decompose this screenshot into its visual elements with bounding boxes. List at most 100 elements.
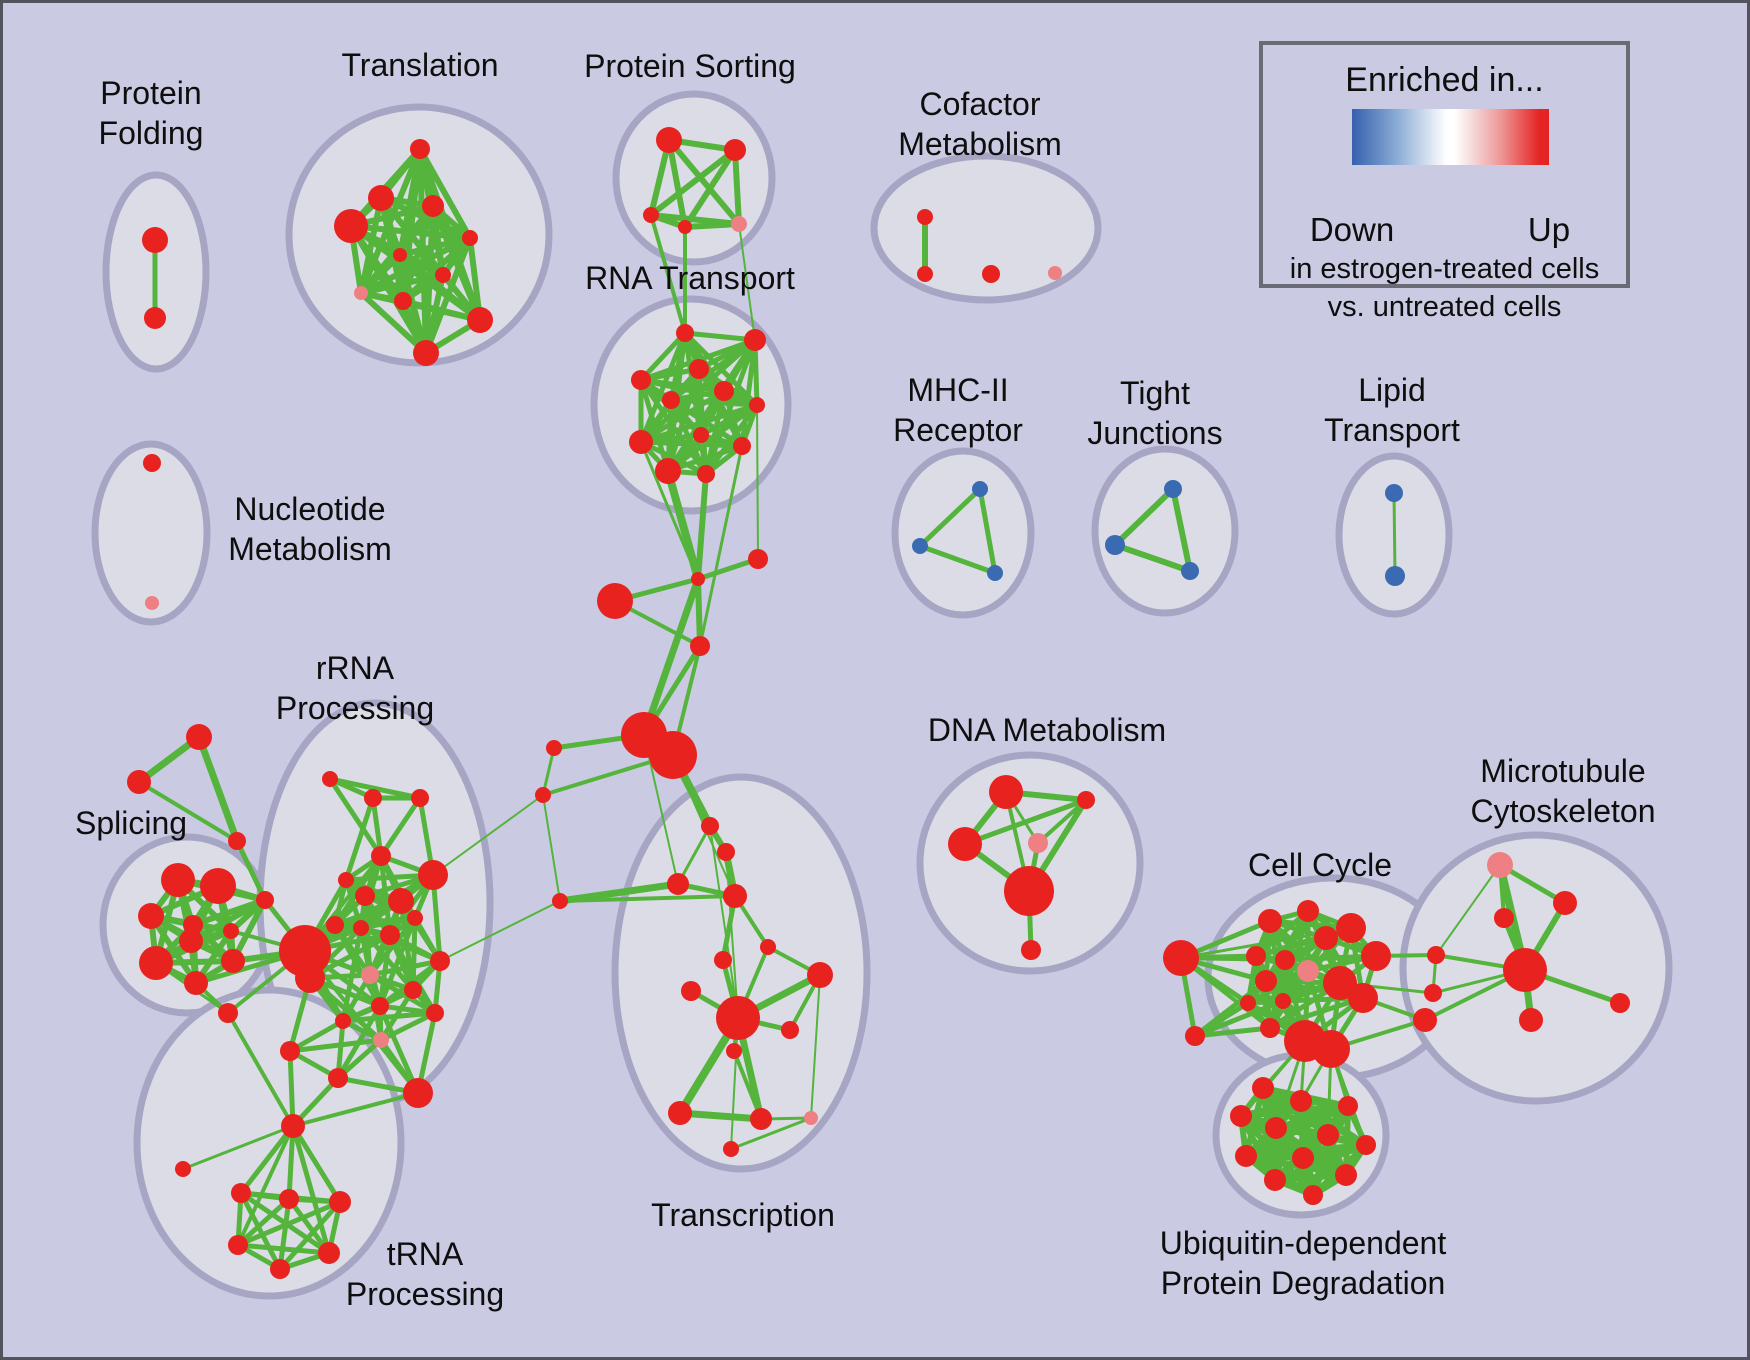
node-CF1[interactable] [917, 209, 933, 225]
node-RT5[interactable] [714, 381, 734, 401]
node-C1[interactable] [691, 572, 705, 586]
node-U4[interactable] [1230, 1105, 1252, 1127]
node-D5[interactable] [1004, 866, 1054, 916]
node-R22[interactable] [218, 1003, 238, 1023]
node-TR4[interactable] [228, 1235, 248, 1255]
node-TX7[interactable] [807, 962, 833, 988]
node-R21[interactable] [281, 1114, 305, 1138]
node-CC12[interactable] [1275, 993, 1291, 1009]
node-T10[interactable] [467, 307, 493, 333]
node-R15[interactable] [426, 1004, 444, 1022]
node-D3[interactable] [948, 827, 982, 861]
node-SJ[interactable] [228, 832, 246, 850]
node-S2[interactable] [200, 868, 236, 904]
node-CC9[interactable] [1255, 970, 1277, 992]
node-PF2[interactable] [144, 307, 166, 329]
node-T6[interactable] [393, 248, 407, 262]
node-R13[interactable] [404, 981, 422, 999]
node-M6[interactable] [1413, 1008, 1437, 1032]
node-CF2[interactable] [917, 266, 933, 282]
node-N2[interactable] [145, 596, 159, 610]
node-CC7[interactable] [1246, 946, 1266, 966]
node-Rpink2[interactable] [373, 1032, 389, 1048]
node-RT3[interactable] [689, 359, 709, 379]
node-TR3[interactable] [329, 1191, 351, 1213]
node-TRleft[interactable] [175, 1161, 191, 1177]
node-TX6[interactable] [760, 939, 776, 955]
node-S9[interactable] [256, 891, 274, 909]
node-RT7[interactable] [662, 391, 680, 409]
node-CC14[interactable] [1348, 983, 1378, 1013]
node-U5[interactable] [1265, 1117, 1287, 1139]
node-T4[interactable] [422, 195, 444, 217]
node-R11[interactable] [380, 925, 400, 945]
node-CF3[interactable] [982, 265, 1000, 283]
node-TR1[interactable] [231, 1183, 251, 1203]
node-TX12[interactable] [668, 1101, 692, 1125]
node-U9[interactable] [1292, 1147, 1314, 1169]
node-C3[interactable] [597, 583, 633, 619]
node-T8[interactable] [354, 286, 368, 300]
node-Rhub2[interactable] [295, 963, 325, 993]
node-C2[interactable] [748, 549, 768, 569]
node-RT8[interactable] [693, 427, 709, 443]
node-Mb1[interactable] [1427, 946, 1445, 964]
node-CF4[interactable] [1048, 266, 1062, 280]
node-D2[interactable] [1077, 791, 1095, 809]
node-CC2[interactable] [1258, 909, 1282, 933]
node-CC11[interactable] [1240, 995, 1256, 1011]
node-CCh2[interactable] [1312, 1030, 1350, 1068]
node-LT2[interactable] [1385, 566, 1405, 586]
node-T2[interactable] [334, 209, 368, 243]
node-TR2[interactable] [279, 1189, 299, 1209]
node-D6[interactable] [1021, 940, 1041, 960]
node-CC5[interactable] [1314, 926, 1338, 950]
node-CCp[interactable] [1297, 960, 1319, 982]
node-TR5[interactable] [318, 1242, 340, 1264]
node-TXl[interactable] [552, 893, 568, 909]
node-MH3[interactable] [987, 565, 1003, 581]
node-Mp[interactable] [1487, 852, 1513, 878]
node-U11[interactable] [1335, 1164, 1357, 1186]
node-C4[interactable] [690, 636, 710, 656]
node-CC8[interactable] [1275, 950, 1295, 970]
node-TX2[interactable] [717, 843, 735, 861]
node-PS4[interactable] [678, 220, 692, 234]
node-CC6[interactable] [1361, 941, 1391, 971]
node-PS3[interactable] [643, 207, 659, 223]
node-R16[interactable] [371, 997, 389, 1015]
node-R9[interactable] [326, 916, 344, 934]
node-TX5[interactable] [714, 951, 732, 969]
node-MH1[interactable] [972, 481, 988, 497]
node-HUB2[interactable] [649, 731, 697, 779]
node-Rpink[interactable] [361, 966, 379, 984]
node-R2[interactable] [364, 789, 382, 807]
node-U10[interactable] [1264, 1169, 1286, 1191]
node-U7[interactable] [1356, 1135, 1376, 1155]
node-PF1[interactable] [142, 227, 168, 253]
node-R10[interactable] [353, 920, 369, 936]
node-TR6[interactable] [270, 1259, 290, 1279]
node-N1[interactable] [143, 454, 161, 472]
node-D4[interactable] [1028, 833, 1048, 853]
node-S5[interactable] [223, 923, 239, 939]
node-R18[interactable] [280, 1041, 300, 1061]
node-R12[interactable] [407, 910, 423, 926]
node-R17[interactable] [335, 1013, 351, 1029]
node-R5[interactable] [418, 860, 448, 890]
node-U2[interactable] [1290, 1090, 1312, 1112]
node-T1[interactable] [410, 139, 430, 159]
node-PS1[interactable] [656, 127, 682, 153]
node-CC1[interactable] [1163, 940, 1199, 976]
node-U1[interactable] [1252, 1077, 1274, 1099]
node-T5[interactable] [462, 230, 478, 246]
node-CC15[interactable] [1185, 1026, 1205, 1046]
node-M1[interactable] [1553, 891, 1577, 915]
node-TJ3[interactable] [1181, 562, 1199, 580]
node-U12[interactable] [1303, 1185, 1323, 1205]
node-TJ1[interactable] [1164, 480, 1182, 498]
node-T11[interactable] [413, 340, 439, 366]
node-RT6[interactable] [749, 397, 765, 413]
node-M4[interactable] [1610, 993, 1630, 1013]
node-TJ2[interactable] [1105, 535, 1125, 555]
